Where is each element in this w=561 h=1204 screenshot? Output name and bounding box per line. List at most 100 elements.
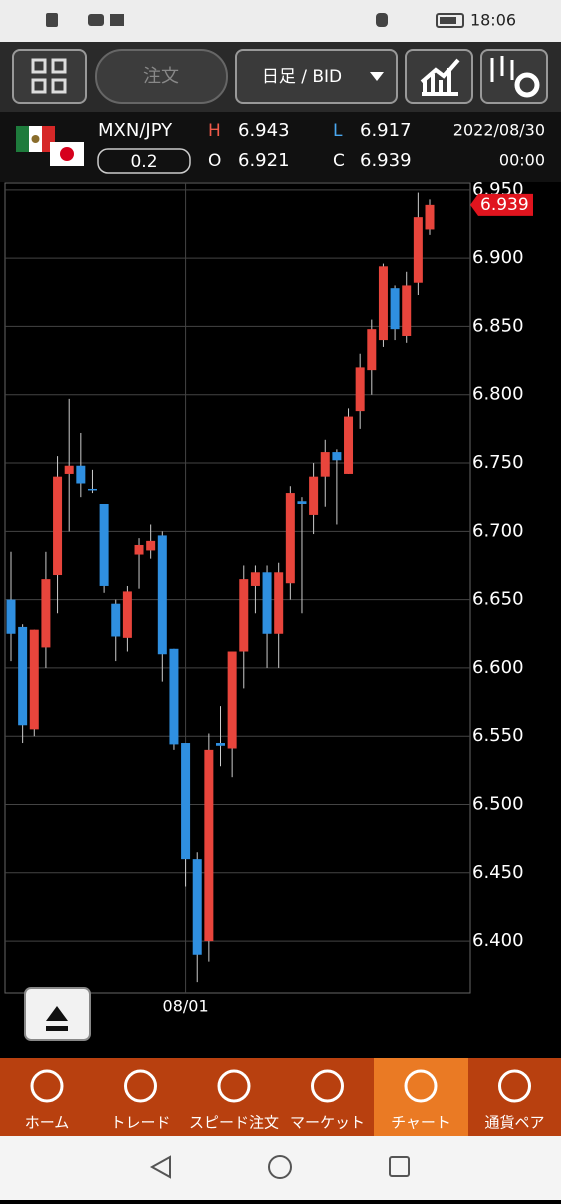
nav-label: 通貨ペア [484,1114,544,1132]
nav-item[interactable]: スピード注文 [189,1069,279,1132]
y-tick-label: 6.750 [472,452,524,473]
low-label: L [333,121,343,141]
candle-body [134,544,144,555]
candle-body [227,651,237,749]
nav-item[interactable]: 通貨ペア [484,1069,545,1132]
nav-label: ホーム [25,1114,70,1132]
candle-body [18,626,28,726]
nav-item[interactable]: ホーム [25,1069,70,1132]
nav-item[interactable]: チャート [391,1069,451,1132]
candle-body [250,572,260,586]
low-value: 6.917 [360,120,412,141]
candle-body [122,591,132,638]
nav-items: ホーム トレード スピード注文 マーケット チャート 通貨ペア [25,1069,545,1132]
nav-label: トレード [110,1114,170,1132]
candle-body [41,579,51,648]
nav-label: スピード注文 [189,1114,279,1132]
nav-item[interactable]: トレード [110,1069,171,1132]
candle-body [169,648,179,745]
candle-body [344,416,354,474]
candle-body [204,749,214,942]
high-label: H [208,121,221,141]
y-tick-label: 6.800 [472,384,524,405]
candle-body [216,743,225,746]
collapse-button[interactable] [24,987,91,1041]
flag-mx [16,126,55,152]
nav-icon [217,1069,251,1103]
candle-body [332,452,342,461]
candle-body [111,603,121,637]
plot-frame [4,182,471,994]
quote-date: 2022/08/30 [453,121,545,140]
y-tick-label: 6.700 [472,520,524,541]
nav-icon [124,1069,157,1103]
chart: 6.400 6.450 6.500 6.550 6.600 6.650 6.700 6.750… [4,179,533,1016]
last-price-label: 6.939 [480,195,529,215]
candle-body [53,476,63,576]
period-label: 日足 / BID [262,67,342,87]
status-icons [46,13,464,28]
candle-body [378,266,388,341]
candle-body [390,288,400,330]
open-label: O [208,151,221,171]
candle-body [239,579,249,652]
high-value: 6.943 [238,120,290,141]
candle-body [157,535,167,655]
candle-body [192,859,202,955]
period-select[interactable]: 日足 / BID [235,49,398,104]
back-button[interactable] [149,1155,171,1179]
candle-body [87,488,97,491]
quote-header [0,112,561,182]
menu-button[interactable] [12,49,87,104]
status-time: 18:06 [470,11,516,30]
candle-body [285,493,295,584]
system-nav [0,1136,561,1200]
candle-body [99,503,109,586]
spread: 0.2 [130,152,157,172]
candle-body [274,572,284,634]
close-value: 6.939 [360,150,412,171]
bottom-nav [0,1058,561,1136]
candle-body [64,465,74,474]
symbol: MXN/JPY [98,120,173,141]
candle-body [355,367,365,412]
candle-body [297,501,307,504]
close-label: C [333,151,345,171]
candle-body [402,285,412,336]
quote-time: 00:00 [499,151,545,170]
candle-body [6,599,16,634]
y-tick-label: 6.500 [472,794,524,815]
candle-body [309,476,319,515]
candle-body [146,540,156,551]
last-price-tag [470,193,533,216]
candle-body [76,465,86,484]
candle-body [262,572,272,634]
nav-label: チャート [391,1114,451,1132]
flag-jp [50,142,84,166]
y-tick-label: 6.450 [472,862,524,883]
candle-body [413,217,423,283]
order-button[interactable]: 注文 [95,49,228,104]
settings-button[interactable] [480,49,548,104]
nav-icon [404,1069,438,1103]
spread-box [97,148,191,174]
candle-body [29,629,39,730]
y-tick-label: 6.900 [472,247,524,268]
indicator-button[interactable] [405,49,473,104]
candle-body [181,743,191,860]
y-tick-label: 6.550 [472,725,524,746]
y-tick-label: 6.600 [472,657,524,678]
candle-body [425,204,435,230]
nav-icon [311,1069,344,1103]
y-tick-label: 6.850 [472,315,524,336]
nav-icon [498,1069,531,1103]
candle-body [320,452,330,477]
x-tick-label: 08/01 [163,997,209,1016]
nav-item[interactable]: マーケット [290,1069,365,1132]
home-button[interactable] [268,1155,292,1179]
recents-button[interactable] [389,1156,410,1177]
candle-body [367,329,377,371]
order-label: 注文 [143,66,179,87]
